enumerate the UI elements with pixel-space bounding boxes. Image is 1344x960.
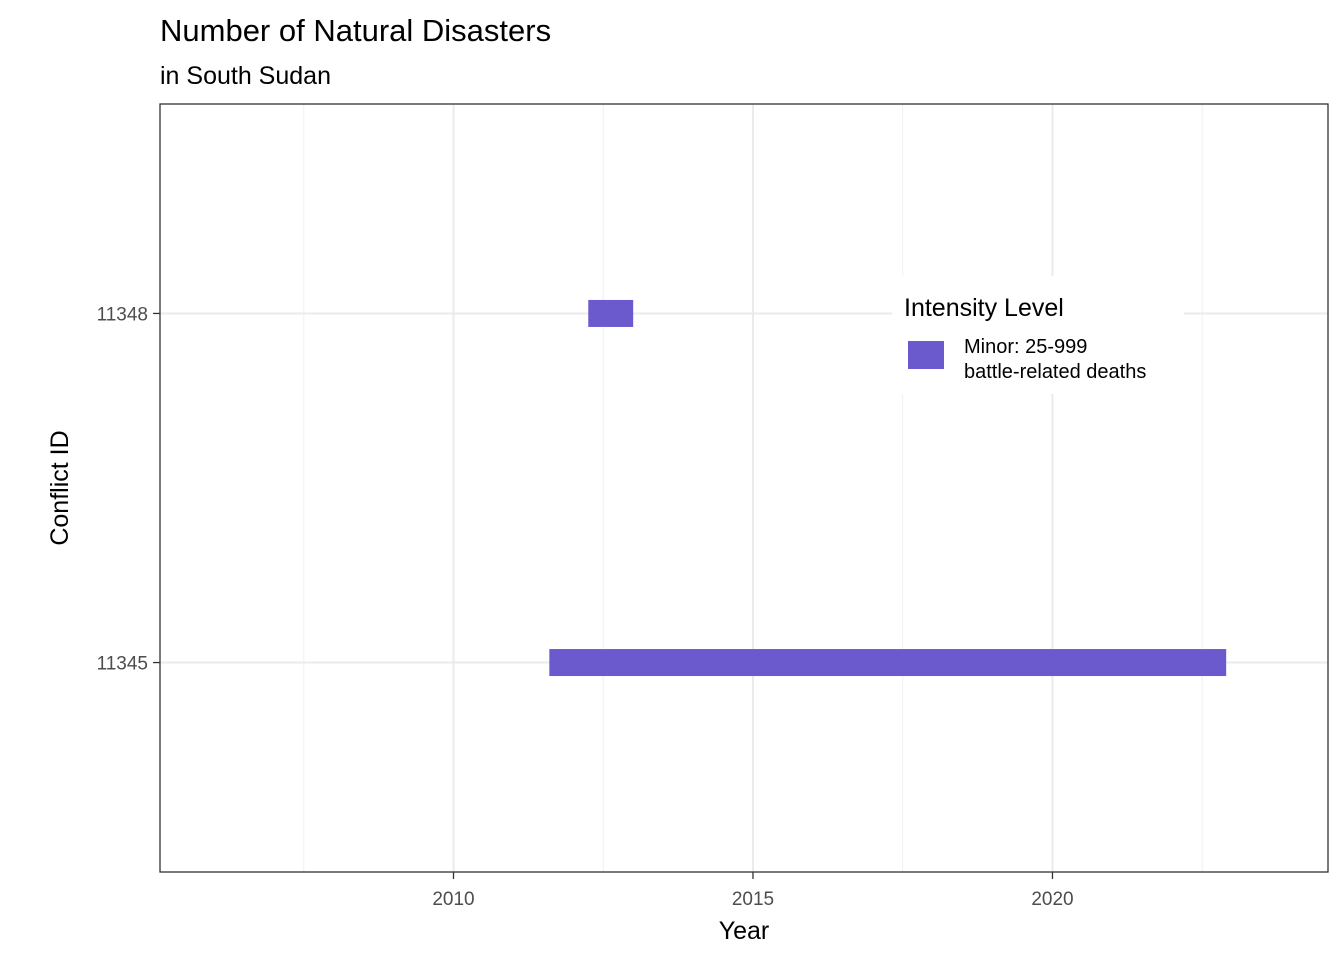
bar-11348 (588, 300, 633, 327)
legend-label-line1: Minor: 25-999 (964, 336, 1087, 358)
legend-swatch (908, 341, 944, 369)
legend-label-line2: battle-related deaths (964, 361, 1146, 383)
plot-panel (160, 104, 1328, 872)
y-axis: 11345 11348 (97, 304, 160, 674)
legend: Intensity Level Minor: 25-999 battle-rel… (892, 276, 1184, 394)
legend-title: Intensity Level (904, 294, 1064, 322)
x-axis-title: Year (719, 917, 770, 945)
bar-11345 (549, 649, 1226, 676)
x-axis: 2010 2015 2020 (432, 872, 1073, 910)
x-tick-label-2010: 2010 (432, 889, 474, 910)
x-tick-label-2020: 2020 (1031, 889, 1073, 910)
y-tick-label-11345: 11345 (97, 654, 148, 675)
chart-title: Number of Natural Disasters (160, 13, 551, 48)
chart-subtitle: in South Sudan (160, 62, 331, 90)
y-axis-title: Conflict ID (46, 430, 74, 545)
y-tick-label-11348: 11348 (97, 304, 148, 325)
x-tick-label-2015: 2015 (732, 889, 774, 910)
